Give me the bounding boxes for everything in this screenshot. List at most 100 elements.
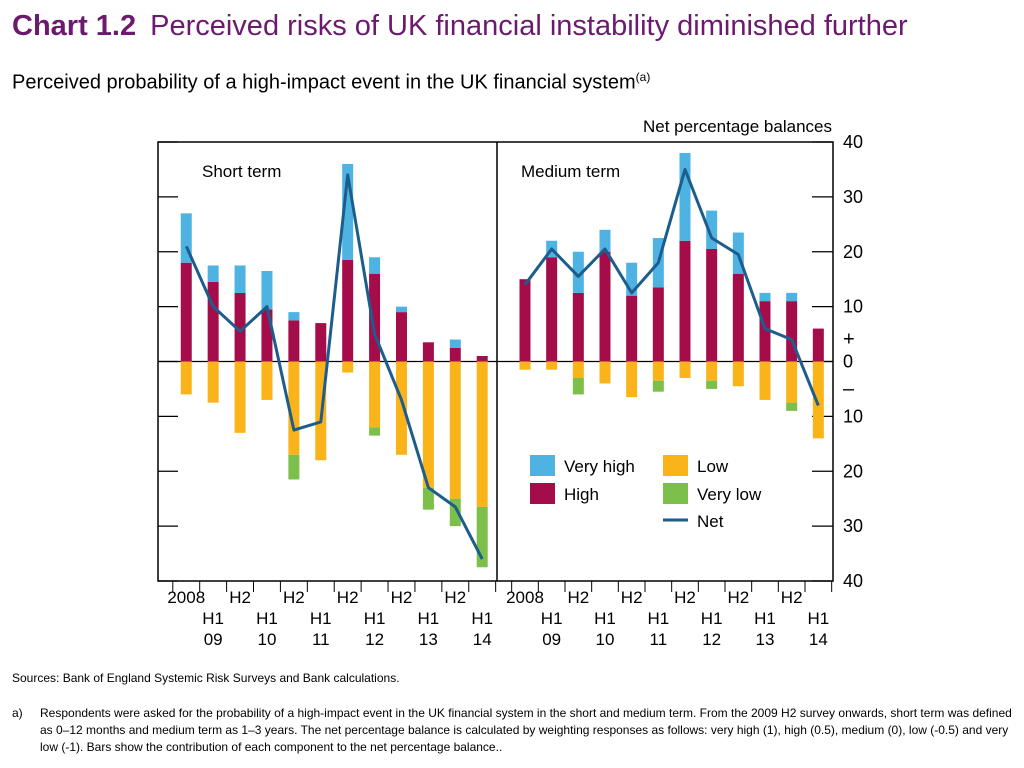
bar-high (395, 312, 407, 362)
x-tick-label: H1 (754, 609, 776, 628)
x-tick-label: 2008 (167, 588, 205, 607)
bar-low (207, 361, 219, 403)
chart-subtitle: Perceived probability of a high-impact e… (12, 70, 650, 95)
bar-very-low (786, 402, 798, 411)
bar-high (261, 309, 273, 362)
bar-high (759, 301, 771, 362)
bar-low (599, 361, 611, 384)
negative-sign-label: – (843, 378, 855, 400)
bar-low (261, 361, 273, 400)
x-tick-label: H1 (364, 609, 386, 628)
x-tick-label-year: 11 (650, 630, 668, 649)
bar-high (679, 240, 691, 362)
legend-label-very-low: Very low (697, 485, 762, 504)
y-tick-label: 10 (843, 406, 863, 426)
bar-high (422, 342, 434, 362)
bar-high (369, 273, 381, 362)
bar-low (759, 361, 771, 400)
bar-low (449, 361, 461, 499)
bar-very-high (180, 213, 192, 263)
chart-number: Chart 1.2 (12, 10, 137, 42)
x-tick-label-year: 11 (312, 630, 330, 649)
x-tick-label: H1 (647, 609, 669, 628)
bar-very-low (572, 377, 584, 395)
bar-low (679, 361, 691, 378)
bar-very-low (288, 454, 300, 480)
x-tick-label: 2008 (506, 588, 544, 607)
bar-high (812, 328, 824, 362)
bar-very-high (261, 270, 273, 310)
y-tick-label: 30 (843, 516, 863, 536)
bar-high (449, 347, 461, 362)
bar-very-low (476, 506, 488, 568)
bar-very-high (572, 251, 584, 293)
x-tick-label-year: 14 (809, 630, 828, 649)
bar-high (652, 287, 664, 362)
legend-swatch-high (530, 483, 555, 504)
bar-very-high (207, 265, 219, 282)
bar-very-high (234, 265, 246, 293)
bar-high (572, 292, 584, 362)
bar-very-low (706, 380, 718, 389)
y-tick-label: 10 (843, 297, 863, 317)
bar-low (180, 361, 192, 395)
bar-very-low (422, 487, 434, 510)
net-line-medium-term (523, 167, 820, 406)
bar-low (652, 361, 664, 381)
x-tick-label: H1 (541, 609, 563, 628)
bar-high (315, 323, 327, 362)
bar-very-high (599, 229, 611, 252)
bar-low (342, 361, 354, 373)
sources-note: Sources: Bank of England Systemic Risk S… (12, 671, 400, 685)
y-tick-label: 20 (843, 461, 863, 481)
net-line-short-term (184, 173, 484, 560)
x-tick-label: H2 (621, 588, 643, 607)
legend-swatch-very-low (663, 483, 688, 504)
bar-high (546, 257, 558, 362)
x-tick-label: H1 (471, 609, 493, 628)
bar-very-high (369, 257, 381, 274)
bar-low (369, 361, 381, 428)
x-tick-label: H1 (418, 609, 440, 628)
bar-very-high (759, 292, 771, 302)
bar-very-high (679, 152, 691, 241)
x-tick-label: H2 (674, 588, 696, 607)
legend-label-low: Low (697, 457, 729, 476)
legend-label-net: Net (697, 512, 724, 531)
bar-low (546, 361, 558, 370)
bar-very-high (786, 292, 798, 302)
chart-subtitle-text: Perceived probability of a high-impact e… (12, 71, 636, 94)
legend-label-very-high: Very high (564, 457, 635, 476)
bar-low (288, 361, 300, 455)
bar-very-high (342, 163, 354, 260)
bar-high (234, 292, 246, 362)
bar-low (706, 361, 718, 381)
bar-high (786, 301, 798, 362)
x-tick-label-year: 14 (473, 630, 492, 649)
x-tick-label: H2 (391, 588, 413, 607)
bar-low (395, 361, 407, 455)
bar-high (288, 320, 300, 362)
x-tick-label: H2 (337, 588, 359, 607)
bar-low (519, 361, 531, 370)
x-tick-label: H2 (229, 588, 251, 607)
chart: Net percentage balances 40 30 20 10 0 10 20 30 40… (157, 117, 863, 649)
panel-label-medium-term: Medium term (521, 162, 620, 181)
y-tick-label: 20 (843, 242, 863, 262)
x-tick-label: H2 (283, 588, 305, 607)
y-axis-label: Net percentage balances (643, 117, 832, 136)
bar-high (476, 356, 488, 362)
x-tick-label: H1 (807, 609, 829, 628)
x-tick-label: H2 (567, 588, 589, 607)
bar-high (706, 249, 718, 362)
bar-very-low (652, 380, 664, 392)
bar-high (626, 295, 638, 362)
bar-very-high (288, 312, 300, 321)
bar-high (342, 259, 354, 362)
y-tick-label: 40 (843, 571, 863, 591)
x-tick-label: H2 (444, 588, 466, 607)
bar-high (180, 262, 192, 362)
y-tick-label: 30 (843, 187, 863, 207)
bar-high (519, 279, 531, 362)
x-tick-label: H1 (701, 609, 723, 628)
